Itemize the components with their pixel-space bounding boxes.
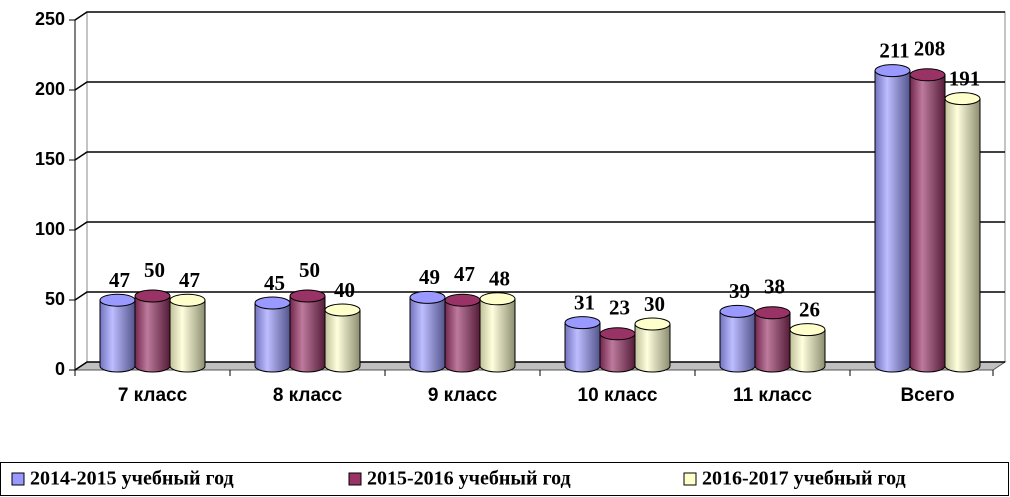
y-tick-label: 150 <box>35 149 65 169</box>
value-label: 23 <box>609 296 630 320</box>
legend-label: 2015-2016 учебный год <box>367 468 571 490</box>
bar-top <box>599 327 636 341</box>
legend-swatch <box>683 472 697 486</box>
value-label: 50 <box>144 258 165 282</box>
y-tick-label: 250 <box>35 9 65 29</box>
bar-top <box>169 293 206 307</box>
bar <box>254 302 291 373</box>
grid-line <box>74 221 1005 231</box>
bar <box>324 309 361 373</box>
value-label: 47 <box>454 262 475 286</box>
bar <box>754 312 791 373</box>
value-label: 48 <box>489 267 510 291</box>
bar <box>944 98 981 373</box>
bar <box>634 323 671 373</box>
x-tick-label: 10 класс <box>578 385 658 406</box>
bar-top <box>324 303 361 317</box>
bar <box>719 310 756 373</box>
bar-top <box>409 290 446 304</box>
grid-line <box>74 151 1005 161</box>
legend-box <box>0 462 1009 496</box>
bar <box>874 70 911 373</box>
bar-top <box>634 317 671 331</box>
value-label: 211 <box>879 38 909 62</box>
value-label: 50 <box>299 258 320 282</box>
value-label: 45 <box>264 271 285 295</box>
bar <box>789 329 826 373</box>
value-label: 39 <box>729 279 750 303</box>
grid-line <box>74 361 1005 371</box>
bar <box>409 296 446 373</box>
bar-top <box>944 92 981 106</box>
y-tick-label: 200 <box>35 79 65 99</box>
legend-label: 2016-2017 учебный год <box>702 468 906 490</box>
x-tick-label: Всего <box>900 385 954 406</box>
bar-top <box>479 292 516 306</box>
value-label: 26 <box>799 297 820 321</box>
y-tick-label: 100 <box>35 219 65 239</box>
x-tick-label: 11 класс <box>733 385 812 406</box>
bar-top <box>719 304 756 318</box>
value-label: 31 <box>574 290 595 314</box>
bar <box>479 298 516 373</box>
grid-line <box>74 291 1005 301</box>
value-label: 40 <box>334 278 355 302</box>
value-label: 38 <box>764 275 785 299</box>
floor <box>73 361 1007 371</box>
bar <box>564 322 601 373</box>
bar <box>99 299 136 373</box>
bar-top <box>874 64 911 78</box>
bar-top <box>754 306 791 320</box>
y-tick-label: 0 <box>55 359 65 379</box>
value-label: 208 <box>914 37 946 61</box>
value-label: 30 <box>644 292 665 316</box>
x-tick-label: 9 класс <box>428 385 498 406</box>
legend-swatch <box>11 472 25 486</box>
bar-top <box>444 293 481 307</box>
legend-label: 2014-2015 учебный год <box>30 468 234 490</box>
grid-line <box>74 81 1005 91</box>
bar-top <box>99 293 136 307</box>
bar <box>444 299 481 373</box>
bar-top <box>289 289 326 303</box>
grid-line <box>74 11 1005 21</box>
value-label: 49 <box>419 265 440 289</box>
x-tick-label: 8 класс <box>273 385 343 406</box>
bar <box>909 74 946 373</box>
legend-swatch <box>348 472 362 486</box>
x-tick-label: 7 класс <box>118 385 188 406</box>
bar-top <box>134 289 171 303</box>
back-wall <box>86 11 1006 363</box>
bar-top <box>254 296 291 310</box>
y-tick-label: 50 <box>45 289 65 309</box>
bar <box>134 295 171 373</box>
bar <box>289 295 326 373</box>
bar <box>169 299 206 373</box>
bar-top <box>789 323 826 337</box>
value-label: 191 <box>949 66 981 90</box>
value-label: 47 <box>109 268 130 292</box>
bar-top <box>909 68 946 82</box>
bar-top <box>564 316 601 330</box>
value-label: 47 <box>179 268 200 292</box>
